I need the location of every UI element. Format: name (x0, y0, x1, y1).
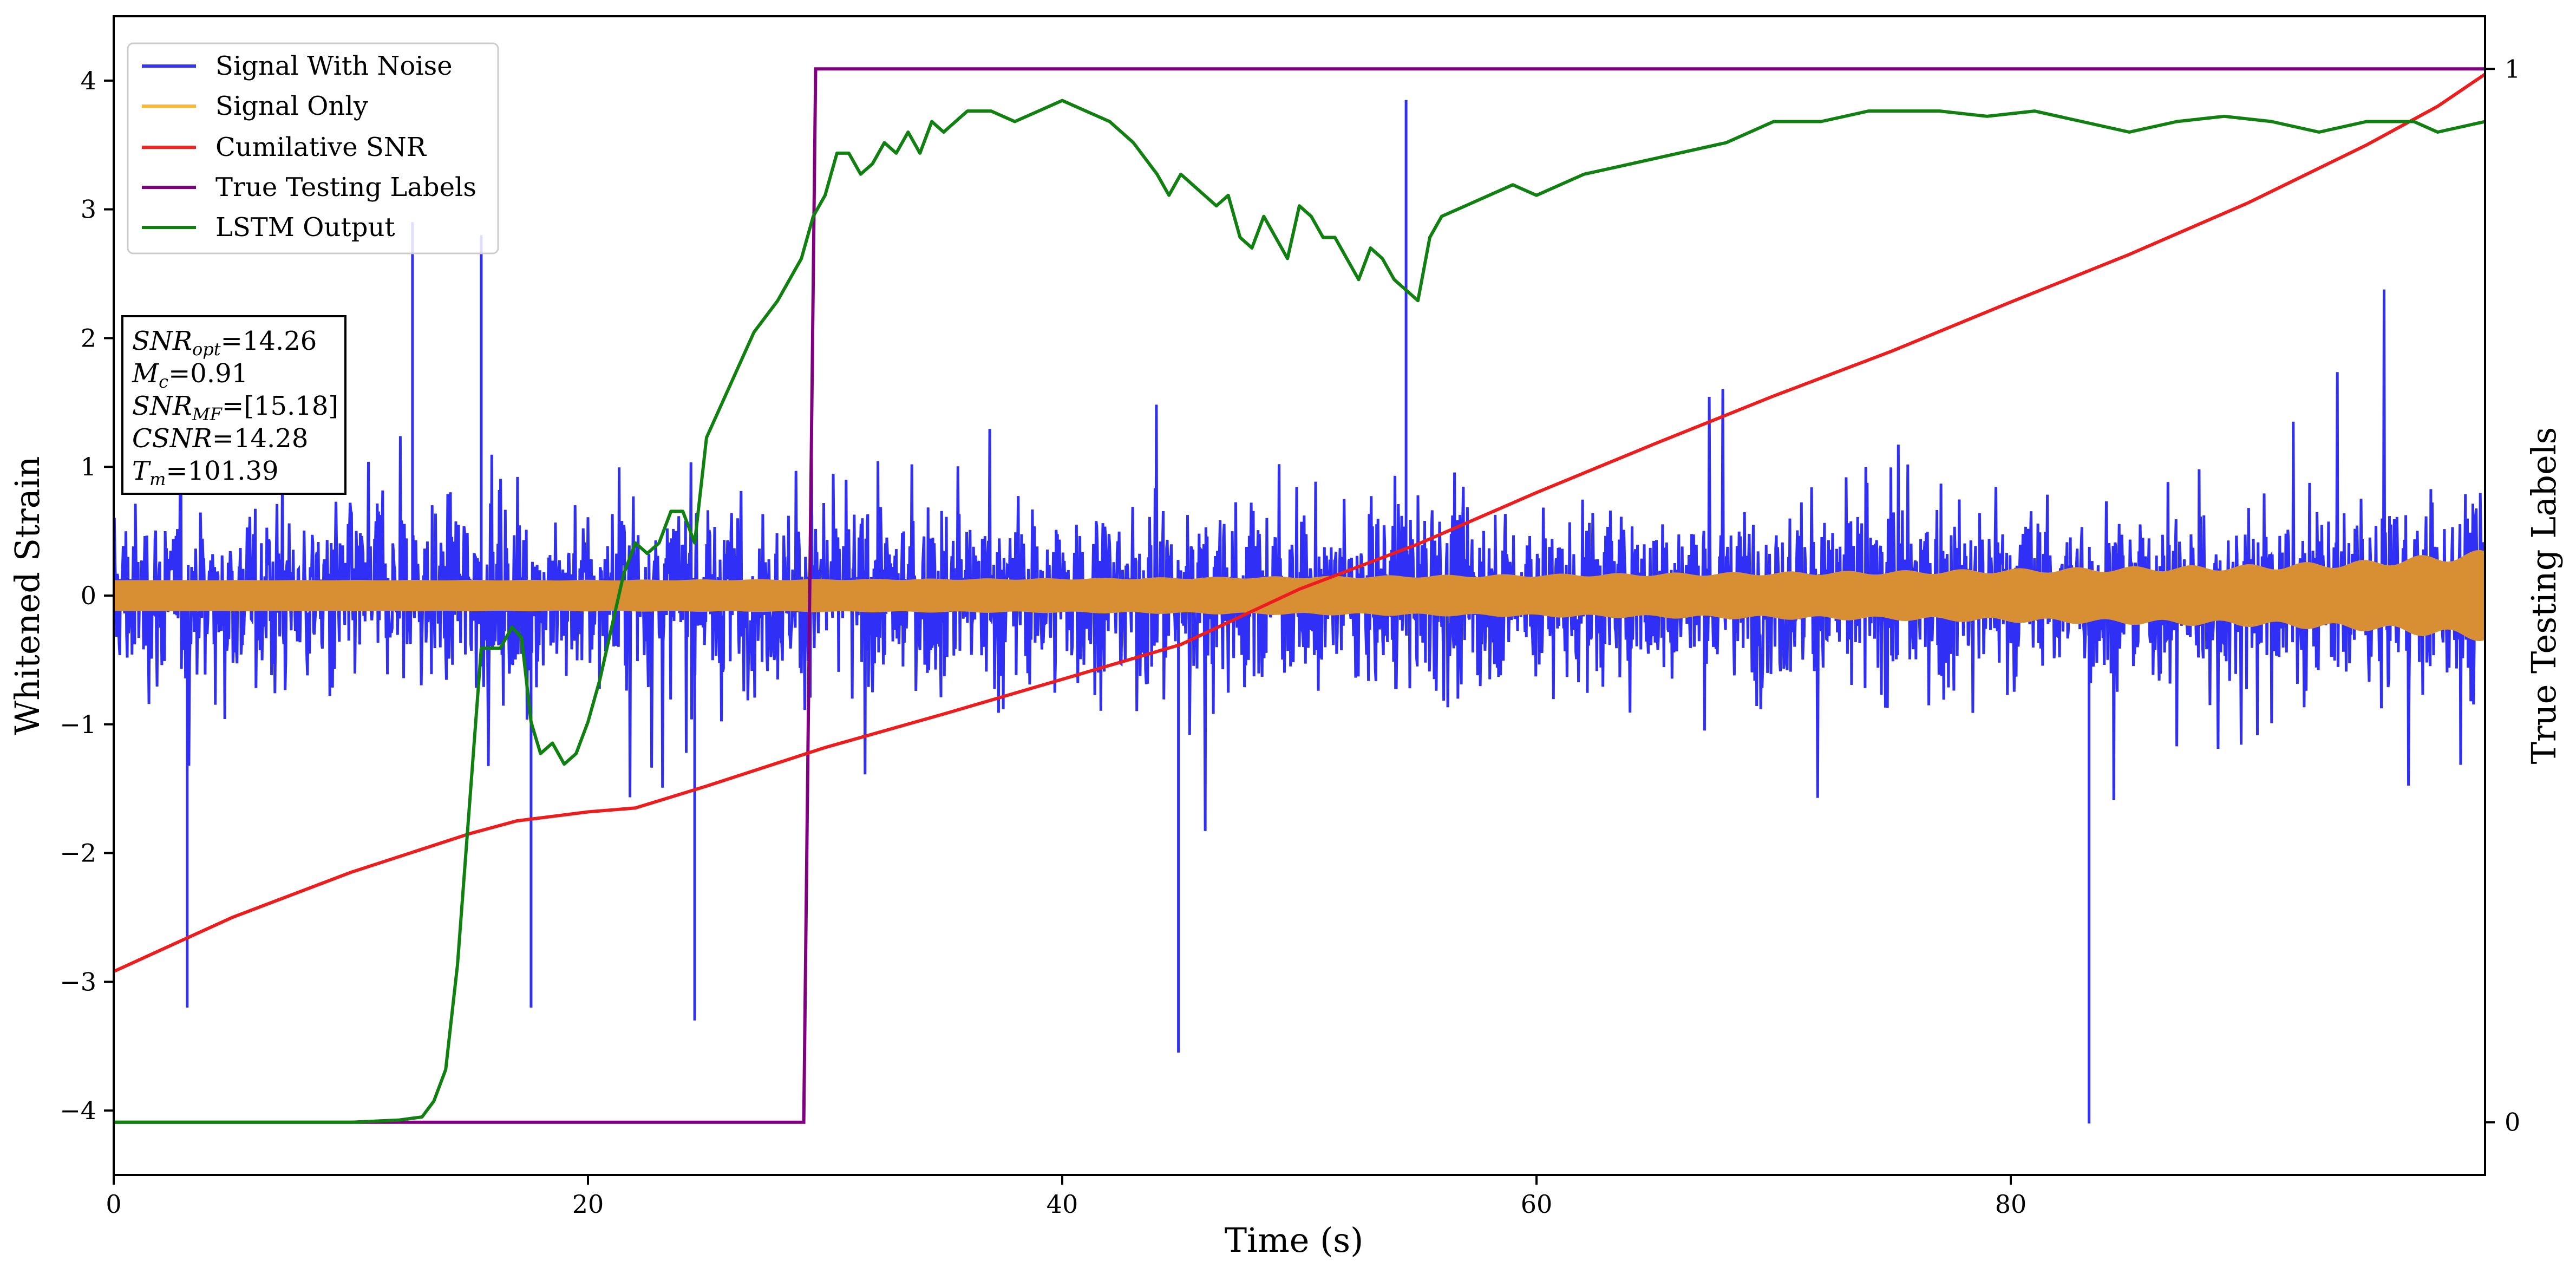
series-true-testing-labels (114, 67, 2485, 1124)
legend-label-true-testing-labels: True Testing Labels (215, 172, 476, 202)
series-signal-only (114, 550, 2485, 642)
y-tick-label: 1 (81, 452, 96, 481)
legend-label-signal-only: Signal Only (215, 91, 368, 121)
x-tick-label: 40 (1047, 1190, 1078, 1219)
y-tick-label: −4 (60, 1096, 96, 1125)
legend-label-lstm-output: LSTM Output (215, 212, 395, 243)
y-tick-label: −2 (60, 839, 96, 868)
legend-label-cumulative-snr: Cumilative SNR (215, 132, 427, 162)
y-tick-label: 2 (81, 323, 96, 352)
x-tick-label: 80 (1995, 1190, 2027, 1219)
x-tick-label: 0 (106, 1190, 121, 1219)
y-tick-label: 4 (81, 66, 96, 95)
y2-tick-label: 1 (2505, 54, 2520, 83)
info-box: SNRopt=14.26 Mc=0.91 SNRMF=[15.18] CSNR=… (121, 315, 346, 495)
x-axis-title: Time (s) (1225, 1220, 1364, 1260)
y2-tick-label: 0 (2505, 1108, 2520, 1137)
x-tick-label: 60 (1521, 1190, 1553, 1219)
series-signal-with-noise (114, 100, 2485, 1123)
x-tick-label: 20 (572, 1190, 604, 1219)
y2-axis-title: True Testing Labels (2524, 427, 2564, 765)
info-tm: Tm=101.39 (132, 456, 279, 489)
series-lstm-output (114, 99, 2485, 1124)
plot-area (114, 67, 2485, 1124)
legend-label-signal-with-noise: Signal With Noise (215, 51, 453, 81)
info-snr-mf: SNRMF=[15.18] (132, 391, 338, 424)
series-cumulative-snr (114, 73, 2485, 974)
y-axis-title: Whitened Strain (8, 456, 47, 735)
info-csnr: CSNR=14.28 (132, 423, 308, 454)
y-tick-label: 0 (81, 581, 96, 610)
y-tick-label: −1 (60, 710, 96, 739)
info-snr-opt: SNRopt=14.26 (132, 326, 317, 360)
y-tick-label: −3 (60, 967, 96, 996)
legend-box (127, 42, 499, 254)
y-tick-label: 3 (81, 195, 96, 224)
info-box-frame (121, 315, 346, 495)
legend: Signal With Noise Signal Only Cumilative… (127, 42, 499, 254)
info-mc: Mc=0.91 (132, 358, 248, 392)
